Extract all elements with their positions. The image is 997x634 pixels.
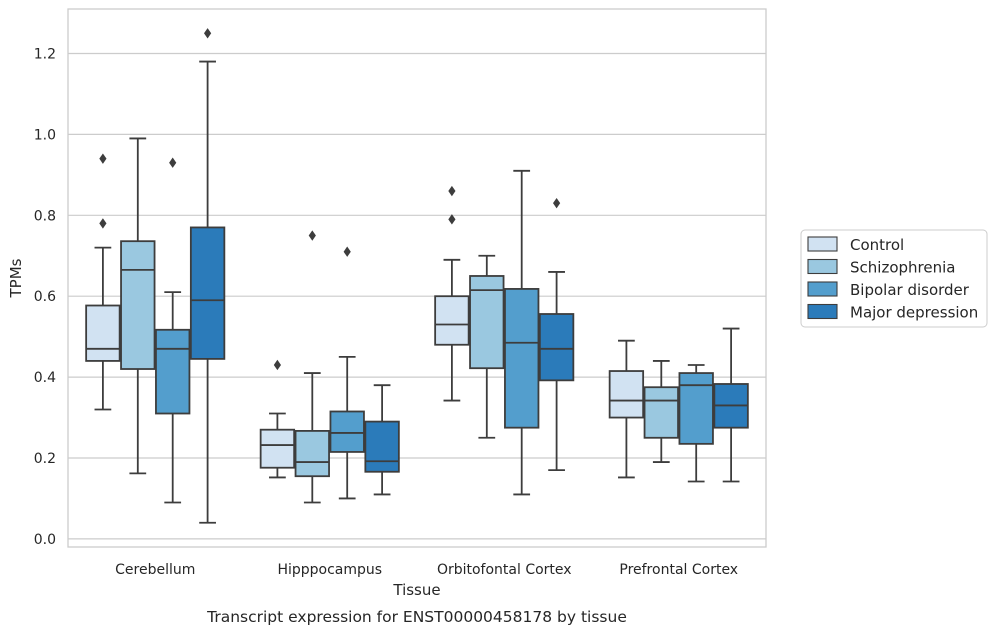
legend-swatch	[807, 258, 838, 275]
chart-caption: Transcript expression for ENST0000045817…	[206, 608, 627, 626]
iqr-box	[120, 240, 156, 370]
box-schizophrenia	[469, 254, 505, 439]
outlier-point	[343, 246, 351, 257]
box-major-depression	[538, 197, 575, 472]
box-schizophrenia	[643, 360, 679, 463]
iqr-box	[85, 304, 121, 362]
outlier-point	[204, 28, 212, 39]
box-major-depression	[189, 28, 226, 524]
legend-label: Control	[850, 236, 904, 254]
box-control	[85, 153, 121, 411]
y-tick-label: 0.0	[34, 532, 56, 548]
legend-label: Bipolar disorder	[850, 281, 970, 299]
iqr-box	[294, 430, 330, 478]
box-bipolar-disorder	[155, 157, 191, 504]
box-schizophrenia	[120, 137, 156, 475]
x-axis-label: Tissue	[392, 581, 440, 599]
y-tick-label: 0.2	[34, 451, 56, 467]
box-bipolar-disorder	[329, 246, 365, 500]
outlier-point	[553, 197, 561, 209]
y-axis-label: TPMs	[7, 258, 25, 298]
plot-area-frame	[67, 8, 767, 548]
legend-swatch	[807, 236, 838, 252]
iqr-box	[469, 275, 505, 370]
y-tick-label: 0.8	[34, 208, 56, 224]
box-bipolar-disorder	[678, 364, 714, 483]
iqr-box	[538, 313, 575, 382]
x-tick-label: Prefrontal Cortex	[619, 562, 738, 578]
x-tick-label: Cerebellum	[115, 562, 195, 578]
iqr-box	[364, 420, 400, 473]
box-schizophrenia	[294, 230, 330, 504]
outlier-point	[273, 359, 281, 371]
iqr-box	[434, 295, 470, 346]
x-tick-label: Hipppocampus	[277, 562, 382, 578]
legend: Control Schizophrenia Bipolar disorder Majo…	[800, 229, 988, 328]
iqr-box	[643, 386, 679, 439]
legend-swatch	[807, 303, 838, 320]
iqr-box	[155, 328, 191, 415]
iqr-box	[504, 288, 540, 429]
iqr-box	[259, 428, 296, 469]
outlier-point	[448, 185, 456, 197]
y-tick-label: 0.4	[34, 370, 56, 386]
outlier-point	[99, 218, 107, 229]
iqr-box	[608, 370, 645, 419]
x-tick-labels: Cerebellum Hipppocampus Orbitofontal Corte…	[115, 562, 738, 578]
y-tick-label: 1.0	[34, 127, 56, 143]
outlier-point	[169, 157, 177, 168]
iqr-box	[678, 372, 714, 445]
legend-items: Control Schizophrenia Bipolar disorder Majo…	[807, 236, 978, 322]
box-major-depression	[364, 384, 400, 496]
box-control	[259, 359, 296, 479]
x-tick-label: Orbitofontal Cortex	[437, 562, 572, 578]
box-control	[608, 339, 645, 479]
legend-label: Schizophrenia	[850, 259, 955, 277]
legend-frame	[800, 229, 988, 328]
y-tick-label: 1.2	[34, 46, 56, 62]
legend-swatch	[807, 281, 838, 297]
y-tick-labels: 0.0 0.2 0.4 0.6 0.8 1.0 1.2	[34, 46, 56, 547]
box-bipolar-disorder	[504, 169, 540, 496]
outlier-point	[308, 230, 316, 241]
box-control	[434, 185, 470, 402]
box-major-depression	[713, 327, 749, 483]
iqr-box	[329, 410, 365, 453]
outlier-point	[448, 214, 456, 225]
legend-label: Major depression	[850, 304, 978, 322]
box-series-layer	[85, 28, 749, 524]
outlier-point	[99, 153, 107, 164]
y-tick-label: 0.6	[34, 289, 56, 305]
iqr-box	[189, 226, 226, 360]
